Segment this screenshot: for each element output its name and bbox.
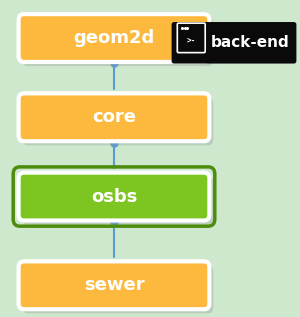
FancyBboxPatch shape <box>19 93 209 141</box>
FancyBboxPatch shape <box>19 261 209 309</box>
Text: >-: >- <box>187 35 196 44</box>
FancyBboxPatch shape <box>177 23 205 53</box>
FancyBboxPatch shape <box>22 266 213 313</box>
Text: osbs: osbs <box>91 188 137 205</box>
FancyBboxPatch shape <box>19 172 209 221</box>
FancyBboxPatch shape <box>22 18 213 66</box>
Text: back-end: back-end <box>211 35 290 50</box>
FancyBboxPatch shape <box>172 22 296 63</box>
Text: core: core <box>92 108 136 126</box>
Text: sewer: sewer <box>84 276 144 294</box>
FancyBboxPatch shape <box>22 177 213 224</box>
Text: geom2d: geom2d <box>74 29 154 47</box>
FancyBboxPatch shape <box>22 98 213 145</box>
FancyBboxPatch shape <box>19 14 209 62</box>
